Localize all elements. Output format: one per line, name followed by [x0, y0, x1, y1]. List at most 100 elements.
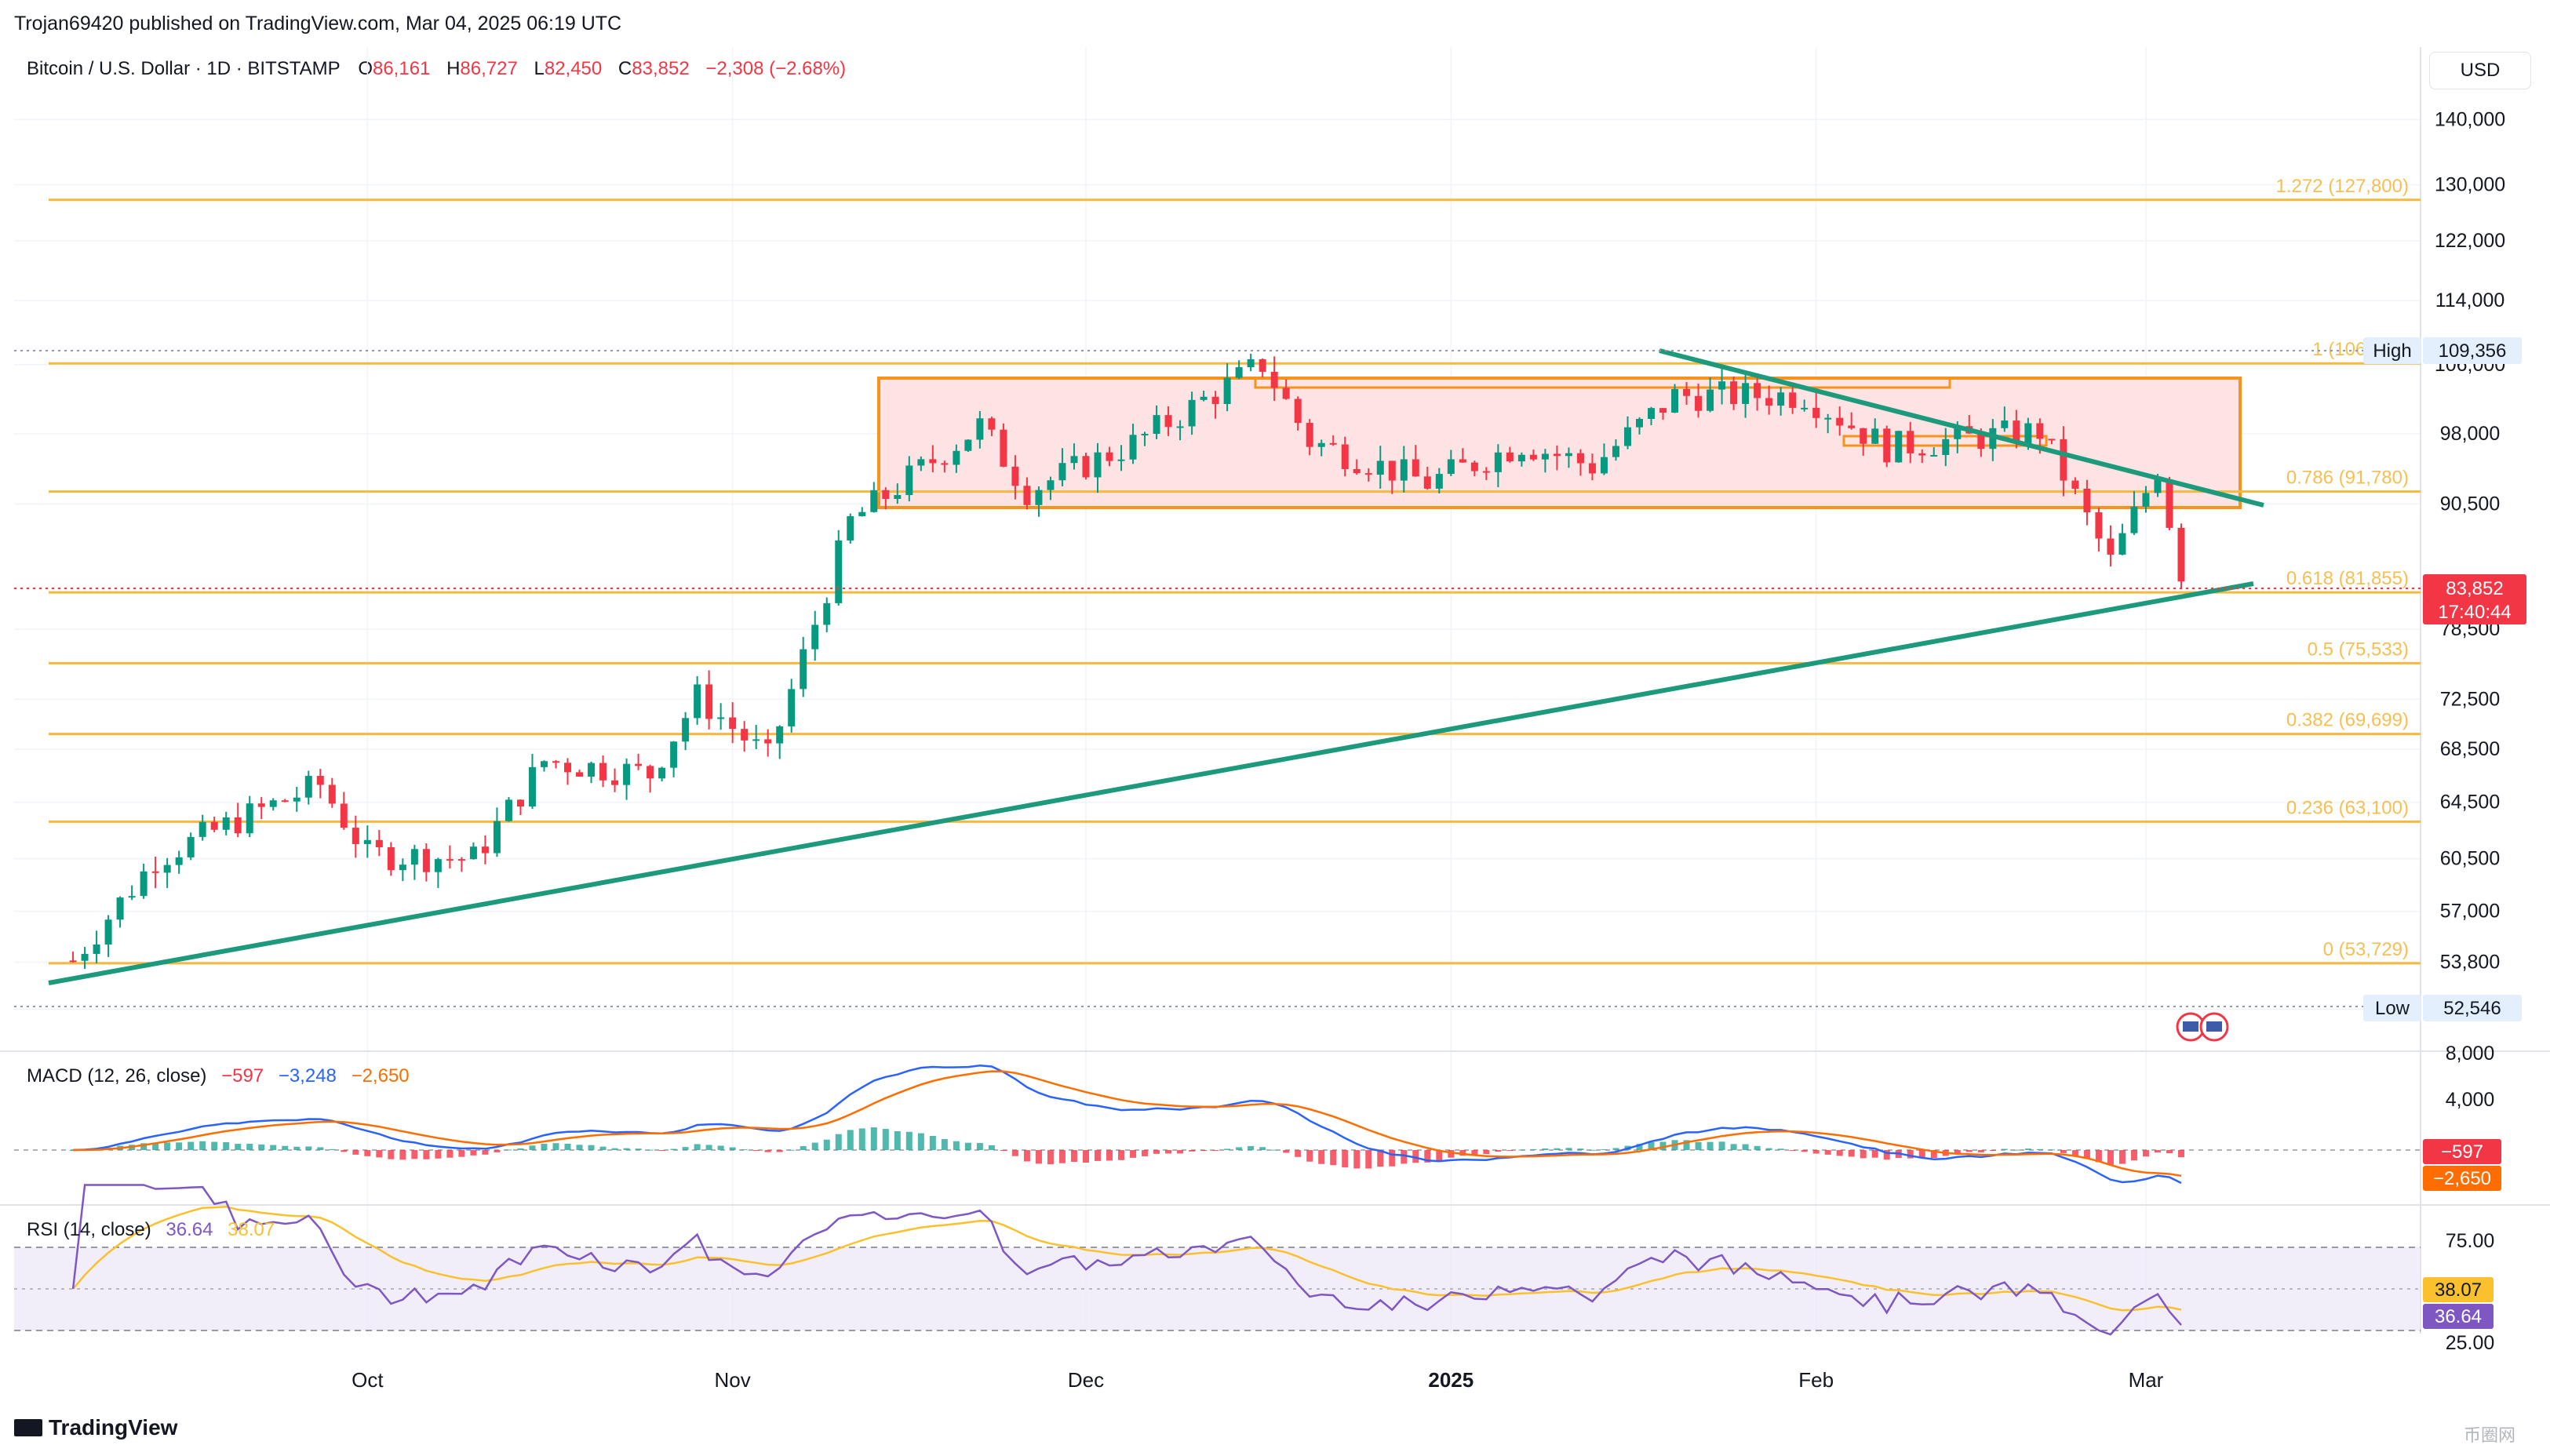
candle-body [1294, 399, 1302, 424]
candle-body [1683, 388, 1691, 396]
macd-name[interactable]: MACD (12, 26, close) [27, 1065, 207, 1087]
macd-bar [1518, 1149, 1525, 1151]
candle-body [1623, 427, 1631, 446]
macd-bar [352, 1150, 359, 1155]
candle-body [1317, 442, 1325, 447]
macd-bar [423, 1150, 430, 1159]
rsi-name[interactable]: RSI (14, close) [27, 1219, 151, 1240]
candle-body [340, 803, 348, 828]
macd-bar [635, 1148, 642, 1150]
candle-body [1612, 446, 1619, 457]
candle-body [729, 717, 737, 730]
macd-bar [411, 1150, 418, 1159]
time-tick-label: 2025 [1428, 1368, 1474, 1392]
macd-bar [1011, 1150, 1018, 1156]
flag-zone-box[interactable] [1842, 435, 2048, 447]
macd-bar [647, 1149, 654, 1151]
candle-body [93, 944, 100, 954]
candle-body [1506, 452, 1514, 462]
macd-bar [1624, 1145, 1631, 1150]
macd-bar [2130, 1150, 2137, 1161]
low-value-badge: 52,546 [2443, 998, 2501, 1019]
candle-body [387, 847, 395, 871]
macd-bar [1259, 1147, 1266, 1150]
price-tick-label: 68,500 [2440, 738, 2500, 760]
fib-label: 1 (106,154) [2312, 339, 2409, 360]
macd-bar [282, 1145, 289, 1150]
candle-body [163, 864, 171, 873]
rsi-badge: 36.64 [2435, 1306, 2482, 1327]
grid-lines [14, 47, 2421, 1334]
candle-body [481, 846, 489, 854]
macd-bar [1659, 1141, 1667, 1150]
candle-body [1918, 453, 1926, 456]
price-tick-label: 130,000 [2435, 174, 2505, 196]
macd-bar [811, 1142, 818, 1150]
candle-body [941, 463, 949, 465]
candle-body [2036, 423, 2044, 439]
candle-body [811, 624, 819, 650]
macd-bar [1424, 1150, 1431, 1163]
currency-button[interactable]: USD [2429, 52, 2531, 89]
candle-body [363, 839, 371, 844]
falling-trendline[interactable] [1659, 348, 2264, 508]
candle-body [976, 418, 984, 440]
high-label-badge: High [2373, 340, 2411, 362]
candle-body [1035, 490, 1043, 505]
candle-body [2118, 533, 2126, 555]
candle-body [623, 763, 631, 785]
candle-body [269, 800, 277, 807]
fib-label: 0.382 (69,699) [2286, 710, 2409, 731]
top-zone-box[interactable] [1254, 377, 1951, 389]
macd-bar [988, 1145, 995, 1150]
macd-bar [1612, 1148, 1619, 1150]
candle-body [399, 864, 406, 871]
rsi-band [14, 1247, 2421, 1330]
countdown-badge: 17:40:44 [2438, 602, 2511, 623]
macd-bar [329, 1148, 336, 1150]
macd-bar [482, 1150, 489, 1155]
candle-body [410, 849, 418, 865]
candle-body [1494, 452, 1502, 472]
candle-body [670, 741, 678, 768]
candle-body [1070, 456, 1078, 464]
macd-bar [1730, 1144, 1737, 1150]
macd-bar [93, 1148, 100, 1150]
macd-bar [2118, 1150, 2126, 1164]
candle-body [516, 799, 524, 807]
rsi-line [71, 1184, 2182, 1336]
candle-body [81, 953, 89, 961]
candle-body [1200, 396, 1208, 400]
symbol-legend: Bitcoin / U.S. Dollar · 1D · BITSTAMP O8… [27, 58, 857, 80]
macd-bar [1848, 1150, 1855, 1157]
time-tick-label: Mar [2129, 1368, 2164, 1392]
macd-bar [117, 1145, 124, 1150]
macd-bar [964, 1142, 971, 1150]
symbol-name[interactable]: Bitcoin / U.S. Dollar · 1D · BITSTAMP [27, 58, 341, 79]
rising-trendline[interactable] [48, 581, 2254, 985]
macd-bar [1812, 1150, 1820, 1154]
fib-label: 0.5 (75,533) [2308, 639, 2409, 660]
candle-body [1211, 396, 1219, 405]
rsi-badge-bg [2423, 1304, 2494, 1329]
open-value: 86,161 [372, 58, 431, 79]
candle-body [1930, 455, 1938, 457]
candle-body [1718, 381, 1726, 390]
tradingview-logo[interactable]: TradingView [14, 1415, 177, 1440]
flag-events-icon[interactable] [2176, 1012, 2229, 1042]
macd-bar [129, 1145, 136, 1150]
macd-bar [70, 1150, 77, 1151]
rsi-ma-line [72, 1205, 2182, 1312]
last-price-badge-bg [2423, 574, 2526, 602]
macd-bar [976, 1143, 983, 1150]
macd-bar [105, 1147, 112, 1150]
macd-bar [1554, 1148, 1561, 1150]
candle-body [552, 761, 559, 763]
candle-body [1023, 486, 1031, 505]
candle-body [1848, 425, 1856, 428]
candle-body [304, 776, 312, 798]
candle-body [540, 761, 548, 767]
consolidation-box[interactable] [877, 377, 2242, 509]
high-label: H [446, 58, 461, 79]
